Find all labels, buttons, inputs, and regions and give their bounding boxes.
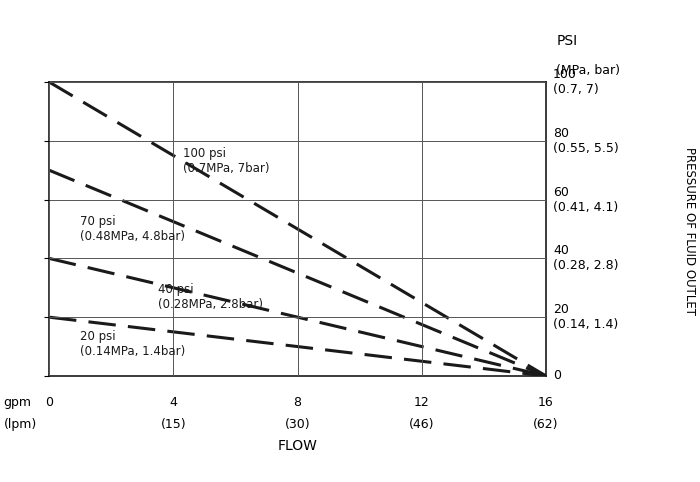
Text: (30): (30) [285, 418, 310, 430]
Text: 8: 8 [293, 396, 302, 409]
Text: gpm: gpm [4, 396, 32, 409]
Text: 4: 4 [169, 396, 177, 409]
Text: (MPa, bar): (MPa, bar) [556, 64, 620, 77]
Text: 70 psi
(0.48MPa, 4.8bar): 70 psi (0.48MPa, 4.8bar) [80, 215, 185, 243]
Text: 12: 12 [414, 396, 430, 409]
Text: 0: 0 [45, 396, 53, 409]
Text: (46): (46) [409, 418, 435, 430]
Text: PRESSURE OF FLUID OUTLET: PRESSURE OF FLUID OUTLET [683, 147, 696, 315]
Text: (lpm): (lpm) [4, 418, 36, 430]
Text: 20 psi
(0.14MPa, 1.4bar): 20 psi (0.14MPa, 1.4bar) [80, 330, 186, 358]
Text: (62): (62) [533, 418, 559, 430]
Text: 16: 16 [538, 396, 554, 409]
Text: (15): (15) [160, 418, 186, 430]
Text: 100 psi
(0.7MPa, 7bar): 100 psi (0.7MPa, 7bar) [183, 147, 269, 175]
Text: PSI: PSI [556, 34, 577, 48]
Text: FLOW: FLOW [278, 439, 317, 453]
Text: 40 psi
(0.28MPa, 2.8bar): 40 psi (0.28MPa, 2.8bar) [158, 282, 262, 310]
